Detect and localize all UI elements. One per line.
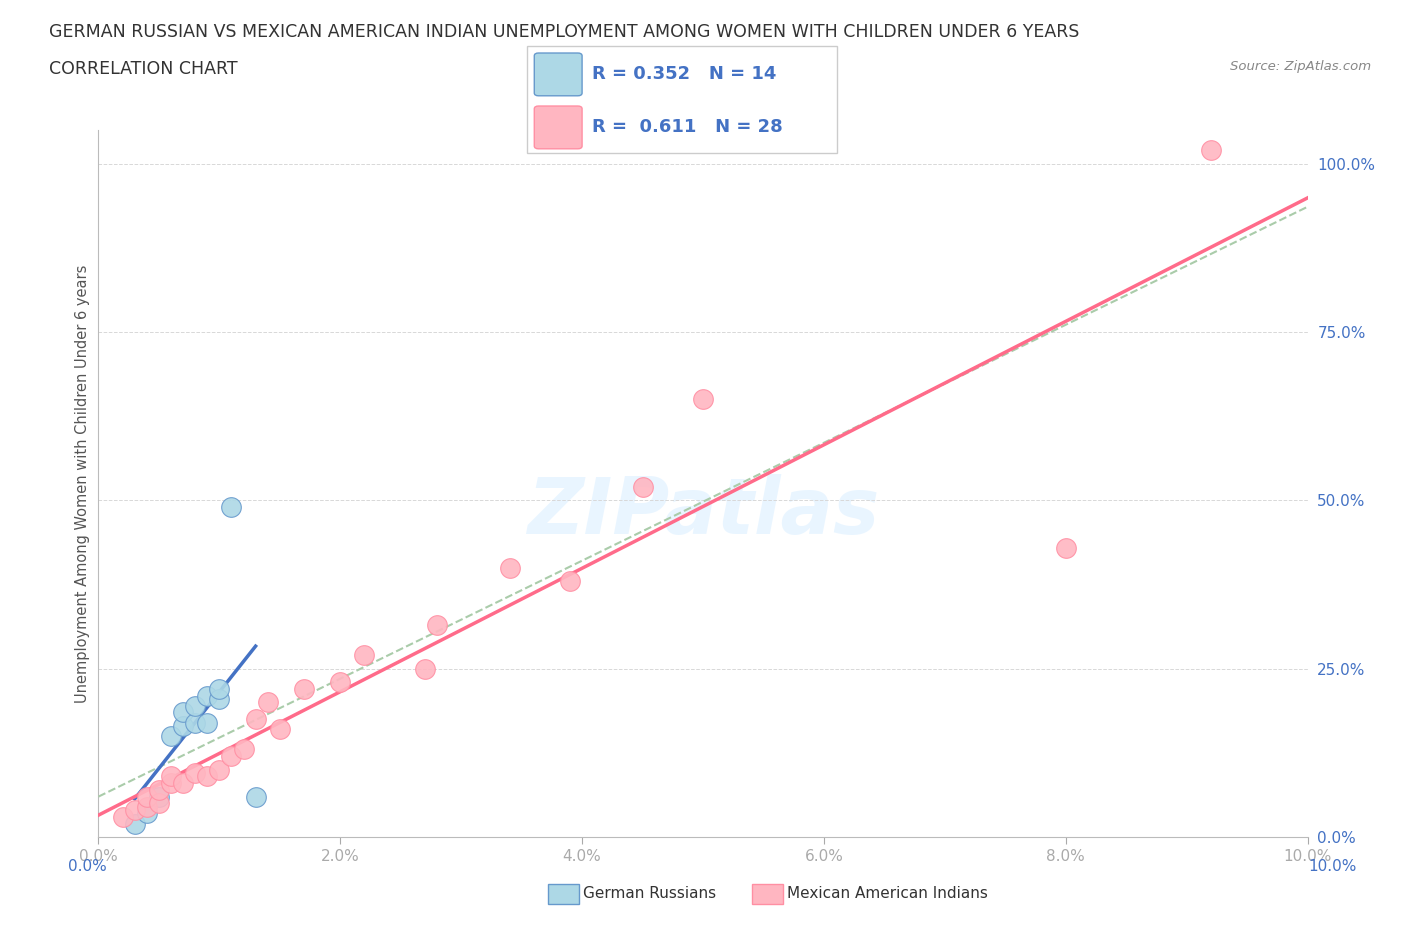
Text: Mexican American Indians: Mexican American Indians <box>787 886 988 901</box>
Point <box>558 574 581 589</box>
Text: GERMAN RUSSIAN VS MEXICAN AMERICAN INDIAN UNEMPLOYMENT AMONG WOMEN WITH CHILDREN: GERMAN RUSSIAN VS MEXICAN AMERICAN INDIA… <box>49 23 1080 41</box>
Text: R = 0.352   N = 14: R = 0.352 N = 14 <box>592 65 776 84</box>
Text: CORRELATION CHART: CORRELATION CHART <box>49 60 238 78</box>
Point <box>269 722 291 737</box>
Point <box>208 763 231 777</box>
Point <box>329 675 352 690</box>
Point <box>292 682 315 697</box>
Point <box>160 728 183 743</box>
Point <box>232 742 254 757</box>
Point <box>184 715 207 730</box>
Point <box>195 769 218 784</box>
Point <box>195 715 218 730</box>
Point <box>124 803 146 817</box>
Y-axis label: Unemployment Among Women with Children Under 6 years: Unemployment Among Women with Children U… <box>75 264 90 703</box>
Point <box>148 782 170 797</box>
Point <box>256 695 278 710</box>
Point <box>160 776 183 790</box>
Point <box>245 711 267 726</box>
Point <box>148 790 170 804</box>
Point <box>353 648 375 663</box>
Text: Source: ZipAtlas.com: Source: ZipAtlas.com <box>1230 60 1371 73</box>
Point <box>221 749 243 764</box>
Point <box>160 769 183 784</box>
Text: R =  0.611   N = 28: R = 0.611 N = 28 <box>592 118 783 137</box>
Text: 10.0%: 10.0% <box>1309 859 1357 874</box>
Point <box>1054 540 1077 555</box>
Point <box>111 809 134 824</box>
Point <box>1199 143 1222 158</box>
Point <box>148 796 170 811</box>
Point <box>631 480 654 495</box>
Point <box>135 799 157 814</box>
Point <box>426 618 449 632</box>
Point <box>245 790 267 804</box>
Text: ZIPatlas: ZIPatlas <box>527 474 879 550</box>
Point <box>135 790 157 804</box>
Point <box>172 776 194 790</box>
Text: German Russians: German Russians <box>583 886 717 901</box>
Point <box>208 692 231 707</box>
Point <box>208 682 231 697</box>
Point <box>124 817 146 831</box>
Point <box>498 560 520 575</box>
Point <box>184 765 207 780</box>
Point <box>135 806 157 821</box>
Text: 0.0%: 0.0% <box>67 859 107 874</box>
Point <box>172 719 194 734</box>
Point <box>184 698 207 713</box>
Point <box>413 661 436 676</box>
Point <box>692 392 714 407</box>
Point <box>221 499 243 514</box>
Point <box>195 688 218 703</box>
Point <box>172 705 194 720</box>
